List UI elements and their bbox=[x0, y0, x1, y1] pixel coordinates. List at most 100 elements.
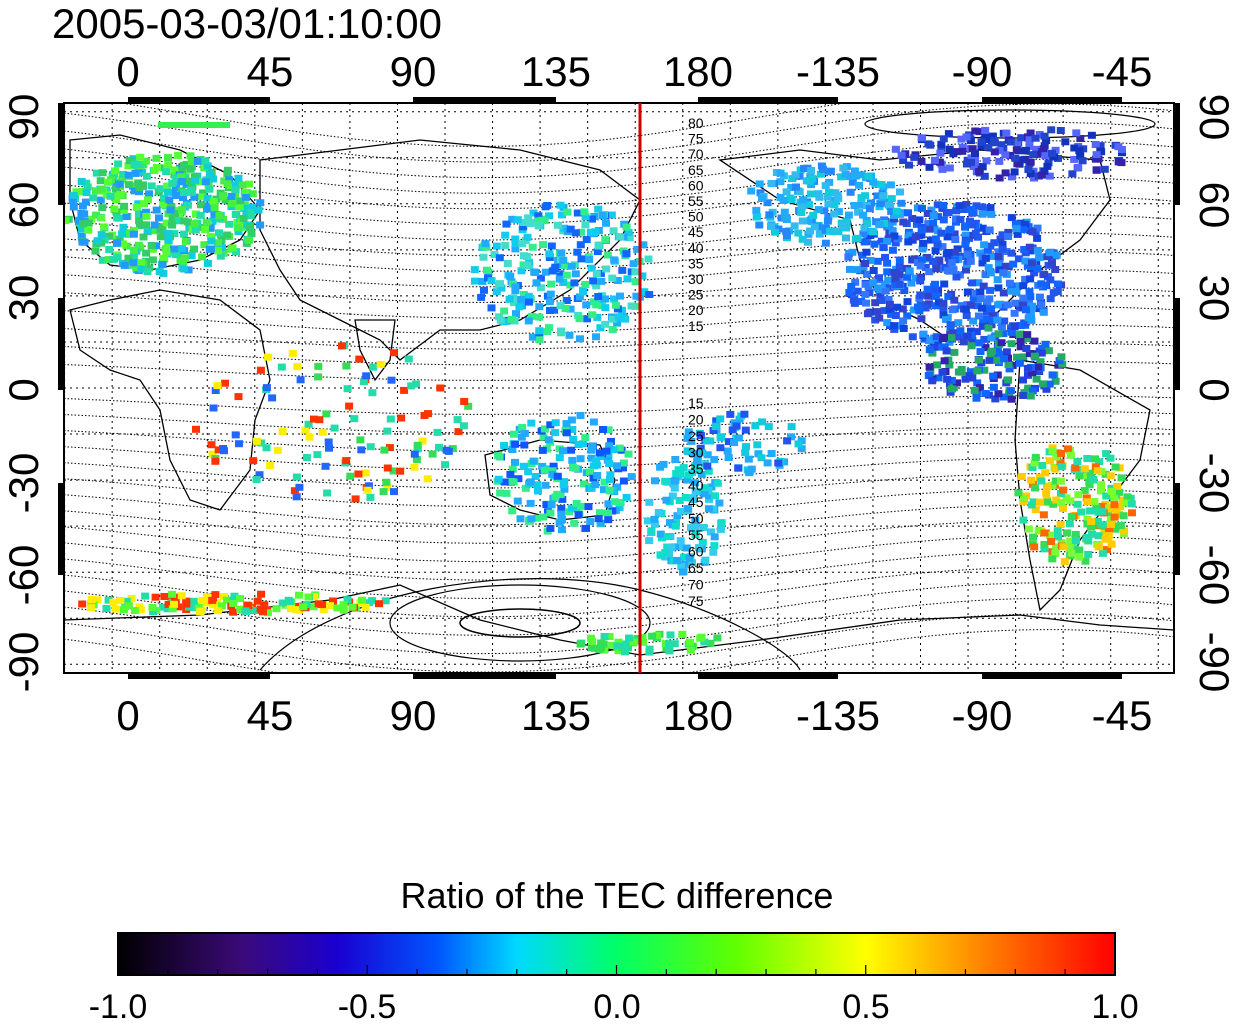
contour-label: 50 bbox=[688, 511, 704, 527]
tec-pixel bbox=[741, 449, 750, 457]
tec-pixel bbox=[543, 202, 552, 209]
tec-pixel bbox=[942, 316, 950, 323]
tec-pixel bbox=[1045, 531, 1054, 539]
tec-pixel bbox=[724, 454, 733, 462]
tec-pixel bbox=[961, 240, 970, 248]
tec-pixel bbox=[64, 217, 70, 225]
tec-pixel bbox=[629, 260, 638, 268]
left-y-tick: 60 bbox=[0, 182, 47, 229]
tec-pixel bbox=[968, 337, 977, 345]
tec-pixel bbox=[621, 648, 629, 656]
tec-pixel bbox=[1043, 482, 1051, 490]
tec-pixel bbox=[524, 468, 533, 476]
tec-pixel bbox=[1096, 142, 1105, 150]
tec-pixel bbox=[202, 593, 211, 601]
tec-pixel bbox=[1086, 469, 1095, 477]
tec-pixel bbox=[571, 270, 580, 278]
tec-pixel bbox=[209, 175, 218, 183]
tec-pixel bbox=[198, 596, 207, 604]
tec-pixel bbox=[670, 484, 679, 492]
tec-pixel bbox=[604, 426, 613, 434]
tec-pixel bbox=[981, 254, 990, 262]
tec-pixel bbox=[400, 386, 409, 394]
tec-pixel bbox=[587, 446, 596, 454]
contour-labels: 8075706560555045403530252015152025303540… bbox=[688, 115, 704, 609]
tec-pixel bbox=[187, 158, 196, 166]
tec-pixel bbox=[1025, 243, 1034, 251]
tec-pixel bbox=[663, 543, 672, 551]
tec-pixel bbox=[78, 188, 87, 196]
tec-pixel bbox=[535, 327, 544, 335]
tec-pixel bbox=[978, 259, 987, 267]
tec-pixel bbox=[293, 363, 302, 371]
tec-pixel bbox=[643, 517, 652, 525]
tec-pixel bbox=[951, 236, 960, 243]
tec-pixel bbox=[1017, 134, 1026, 142]
frame-bar-bottom bbox=[698, 672, 838, 679]
tec-pixel bbox=[604, 452, 613, 460]
tec-pixel bbox=[989, 383, 998, 391]
tec-pixel bbox=[819, 165, 827, 173]
tec-pixel bbox=[513, 497, 522, 505]
bottom-x-tick: -90 bbox=[952, 692, 1013, 739]
tec-pixel bbox=[163, 243, 172, 251]
tec-pixel bbox=[994, 330, 1003, 338]
tec-pixel bbox=[938, 165, 947, 173]
tec-pixel bbox=[1103, 509, 1112, 517]
tec-pixel bbox=[156, 233, 165, 241]
right-y-tick: -60 bbox=[1191, 545, 1238, 606]
tec-pixel bbox=[675, 497, 684, 504]
tec-pixel bbox=[611, 498, 619, 506]
tec-pixel bbox=[383, 484, 392, 492]
tec-pixel bbox=[973, 379, 982, 387]
tec-pixel bbox=[848, 248, 857, 256]
tec-pixel bbox=[884, 295, 893, 303]
tec-pixel bbox=[988, 311, 997, 319]
tec-pixel bbox=[776, 178, 785, 186]
tec-pixel bbox=[1082, 471, 1091, 479]
tec-pixel bbox=[179, 230, 188, 238]
tec-pixel bbox=[1092, 504, 1101, 512]
tec-pixel bbox=[135, 210, 143, 218]
tec-pixel bbox=[105, 246, 114, 253]
tec-pixel bbox=[999, 393, 1008, 401]
tec-pixel bbox=[142, 172, 151, 180]
tec-pixel bbox=[647, 527, 656, 535]
tec-pixel bbox=[310, 593, 319, 601]
tec-pixel bbox=[1024, 384, 1033, 392]
tec-pixel bbox=[179, 194, 187, 201]
tec-pixel bbox=[851, 235, 860, 243]
tec-pixel bbox=[876, 293, 885, 301]
tec-pixel bbox=[1030, 543, 1039, 551]
tec-pixel bbox=[953, 148, 962, 156]
tec-pixel bbox=[286, 605, 295, 613]
tec-pixel bbox=[481, 240, 490, 248]
tec-pixel bbox=[524, 214, 533, 222]
tec-pixel bbox=[857, 201, 866, 209]
tec-pixel bbox=[1107, 488, 1116, 495]
tec-pixel bbox=[1087, 507, 1096, 515]
tec-pixel bbox=[997, 323, 1006, 331]
tec-pixel bbox=[698, 449, 707, 457]
tec-pixel bbox=[806, 227, 815, 235]
tec-pixel bbox=[977, 304, 986, 312]
tec-pixel bbox=[225, 176, 234, 184]
tec-pixel bbox=[791, 171, 800, 179]
tec-pixel bbox=[1034, 363, 1042, 371]
tec-pixel bbox=[700, 484, 709, 492]
tec-pixel bbox=[888, 246, 897, 254]
tec-pixel bbox=[254, 206, 263, 214]
tec-pixel bbox=[814, 190, 823, 198]
tec-pixel bbox=[588, 442, 597, 450]
tec-pixel bbox=[78, 202, 87, 210]
tec-pixel bbox=[986, 269, 995, 277]
tec-pixel bbox=[511, 440, 520, 448]
tec-pixel bbox=[585, 256, 594, 264]
tec-pixel bbox=[558, 526, 566, 534]
tec-pixel bbox=[1128, 509, 1136, 517]
tec-pixel bbox=[256, 221, 265, 229]
tec-pixel bbox=[171, 184, 180, 192]
tec-pixel bbox=[632, 292, 641, 300]
tec-pixel bbox=[627, 473, 636, 481]
tec-pixel bbox=[538, 462, 547, 470]
